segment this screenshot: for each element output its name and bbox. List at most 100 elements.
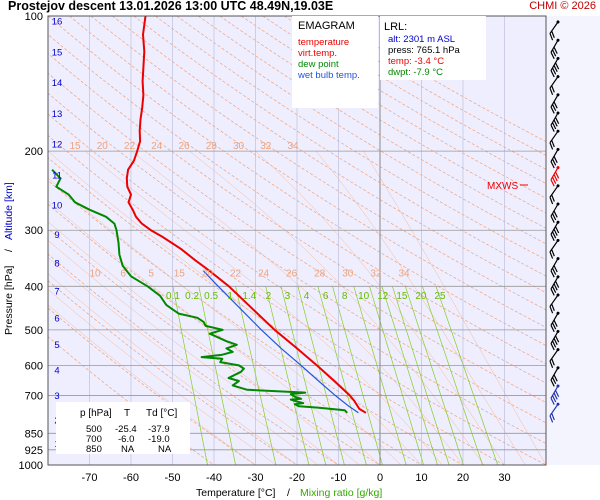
adiabat-label-top: 24 [151,141,163,152]
wind-barb [550,166,560,187]
dry-adiabat [48,113,546,444]
wind-barb-feather [551,158,557,166]
wind-barb-feather [554,171,560,179]
mixing-ratio-line [317,286,367,465]
wind-barb-feather [551,377,557,385]
wind-barb-feather [553,46,558,54]
wind-barb [549,238,560,259]
wind-barb-feather [551,85,555,93]
adiabat-label-mid: 28 [314,269,326,280]
wind-barb-feather [554,62,560,70]
wind-barb-feather [550,70,555,78]
pressure-tick-label: 500 [25,325,43,337]
pressure-tick-label: 850 [25,428,43,440]
adiabat-label-mid: 24 [258,269,270,280]
wind-barb-feather [550,379,555,387]
adiabat-label-mid: 20 [202,269,214,280]
wind-barb [550,311,560,333]
wind-barb [550,275,560,296]
wind-barb-feather [551,358,555,366]
dry-adiabat [48,53,546,384]
legend-item-virt-temp: virt.temp. [298,48,337,59]
mixing-ratio-line [381,286,438,465]
axis-labels: -70 -60 -50 -40 -30 -20 -10 0 10 20 30 100 200 300 400… [19,11,511,484]
adiabat-label-top: 28 [206,141,218,152]
wind-barb-feather [553,392,558,400]
y-axis-title-separator: / [3,249,15,252]
mixing-ratio-label: 8 [342,291,348,302]
wind-barb-feather [550,343,555,351]
wind-barb-dot [556,238,560,242]
wind-barb-feather [551,395,557,403]
mixing-ratio-line [198,286,236,465]
dry-adiabat [176,16,546,245]
altitude-tick-label: 10 [52,201,63,212]
adiabat-label-top: 20 [97,141,109,152]
wind-barb-dot [556,75,560,79]
adiabat-label-mid: 32 [370,269,382,280]
wind-barb [550,366,560,387]
wind-barb-dot [556,20,560,24]
mixing-ratio-label: 20 [415,291,427,302]
data-table: p [hPa] T Td [°C] 500 -25.4 -37.9 700 -6… [56,402,190,455]
wind-barb-feather [554,390,560,398]
dry-adiabat [48,16,546,346]
altitude-tick-label: 12 [52,140,63,151]
wind-barb-feather [550,234,555,242]
x-tick-label: 10 [415,472,427,484]
wind-barb-feather [553,210,558,218]
wind-barb-feather [551,194,555,202]
dry-adiabat [48,92,546,424]
wind-barb-dot [556,402,560,406]
wind-barb-dot [556,129,560,133]
wind-barb [550,111,560,132]
wind-barb-dot [556,311,560,315]
dry-adiabat [112,16,546,294]
wind-barb-feather [550,215,555,223]
wind-barb-dot [556,166,560,170]
mixing-ratio-label: 3 [285,291,291,302]
mixing-ratio-line [435,286,499,465]
table-cell: NA [158,444,172,455]
series-wet-bulb-temp [203,270,359,414]
wind-barb-dot [556,111,560,115]
wind-barbs [549,20,560,423]
x-tick-label: 0 [377,472,383,484]
adiabat-label-top: 30 [233,141,245,152]
mixing-ratio-label: 0.1 [166,291,180,302]
dry-adiabat [48,336,215,465]
wind-barb-feather [550,288,555,296]
mixing-ratio-label: 10 [358,291,370,302]
wind-barb-feather [551,412,555,421]
adiabat-label-top: 26 [178,141,190,152]
wind-barb-feather [551,176,557,184]
wind-barb [549,20,560,41]
altitude-tick-label: 7 [54,286,59,297]
altitude-tick-label: 6 [54,314,59,325]
wind-barb-dot [556,366,560,370]
wind-barb-feather [550,161,555,169]
wind-barb [550,93,560,114]
altitude-tick-label: 15 [52,47,63,58]
wind-barb-feather [554,226,560,234]
wind-barb [550,147,560,169]
adiabat-label-mid: 22 [230,269,242,280]
altitude-tick-label: 13 [52,109,63,120]
wind-barb-dot [556,56,560,60]
wind-barb-feather [550,270,555,278]
altitude-tick-label: 5 [54,340,59,351]
table-cell: 850 [86,444,102,455]
x-tick-label: -70 [82,472,98,484]
mixing-ratio-line [422,286,483,465]
mixing-ratio-label: 25 [434,291,446,302]
mixing-ratio-label: 0.5 [204,291,218,302]
wind-barb-feather [550,106,555,114]
lrl-box: LRL: alt: 2301 m ASL press: 765.1 hPa te… [380,16,486,80]
x-axis-title-temperature: Temperature [°C] [196,487,276,499]
altitude-tick-label: 11 [52,170,62,181]
pressure-tick-label: 600 [25,360,43,372]
wind-barb-feather [550,52,555,60]
wind-barb-dot [556,329,560,333]
wind-barb-feather [551,340,557,348]
copyright-label: CHMI © 2026 [529,0,596,12]
